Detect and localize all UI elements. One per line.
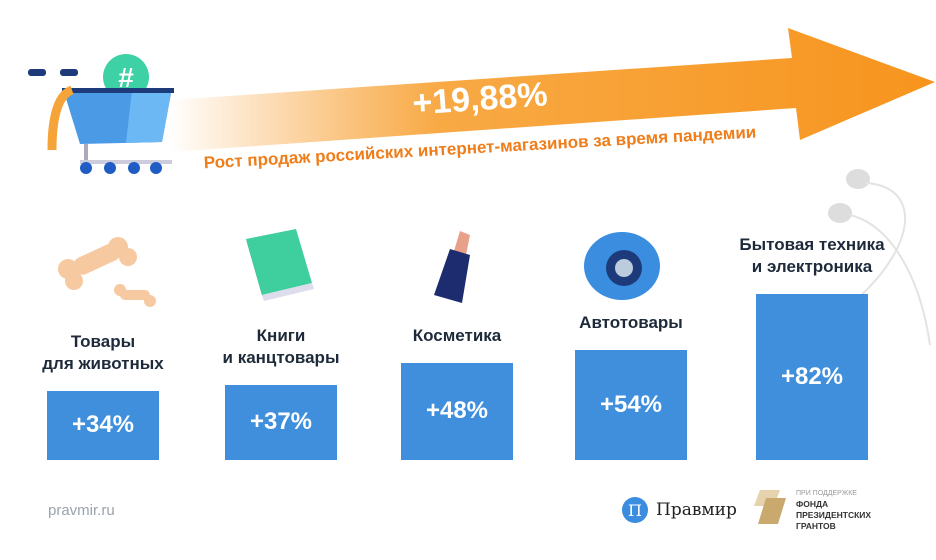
- site-url[interactable]: pravmir.ru: [48, 502, 115, 519]
- category-label-line: Бытовая техника: [739, 234, 885, 254]
- category-label: Товары для животных: [23, 331, 183, 375]
- bar-1: +34%: [47, 390, 159, 460]
- tire-icon: [584, 232, 660, 300]
- grants-logo-icon: [754, 490, 786, 524]
- pravmir-logo-icon: П: [622, 497, 648, 523]
- category-label: Бытовая техника и электроника: [732, 234, 892, 278]
- bar-value-label: +48%: [425, 397, 489, 425]
- bar-value-label: +82%: [780, 362, 844, 390]
- category-label-line: и канцтовары: [222, 347, 340, 367]
- category-label: Косметика: [377, 325, 537, 347]
- category-label-line: Косметика: [412, 325, 502, 345]
- bar-2: +37%: [225, 384, 337, 460]
- grants-line: ГРАНТОВ: [796, 521, 836, 531]
- category-label: Автотовары: [551, 312, 711, 334]
- shopping-cart-icon: #: [28, 54, 174, 174]
- category-label-line: Товары: [70, 331, 136, 351]
- grants-line: ФОНДА: [796, 499, 829, 509]
- lipstick-icon: [434, 231, 470, 303]
- category-label: Книги и канцтовары: [201, 325, 361, 369]
- pravmir-logo-text: Правмир: [656, 500, 737, 520]
- category-label-line: Автотовары: [579, 313, 683, 333]
- category-label-line: для животных: [42, 353, 164, 373]
- category-label-line: и электроника: [751, 256, 873, 276]
- bar-value-label: +34%: [71, 411, 135, 439]
- presidential-grants-logo: ПРИ ПОДДЕРЖКЕ ФОНДА ПРЕЗИДЕНТСКИХ ГРАНТОВ: [752, 488, 871, 532]
- bar-3: +48%: [401, 362, 513, 460]
- book-icon: [246, 229, 314, 301]
- grants-line: ПРЕЗИДЕНТСКИХ: [796, 510, 872, 520]
- bar-4: +54%: [575, 350, 687, 460]
- grants-line: ПРИ ПОДДЕРЖКЕ: [796, 490, 857, 497]
- bar-5: +82%: [756, 293, 868, 460]
- svg-text:#: #: [118, 62, 134, 93]
- growth-arrow: [170, 28, 935, 152]
- pravmir-logo: П Правмир: [622, 497, 737, 523]
- bar-value-label: +37%: [249, 408, 313, 436]
- bar-value-label: +54%: [599, 391, 663, 419]
- category-label-line: Книги: [256, 325, 306, 345]
- bone-icon: [58, 237, 156, 307]
